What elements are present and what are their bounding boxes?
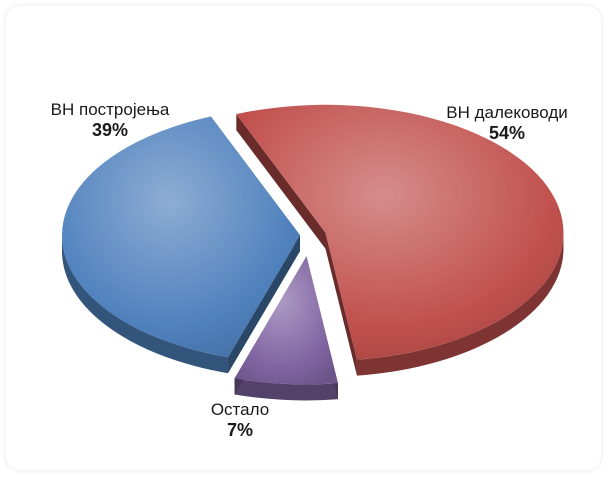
slice-wall-vn-postrojenja-0 [228,235,301,374]
slice-value-vn-postrojenja: 39% [91,120,129,140]
slice-side-ostalo [234,378,338,401]
pie-tops [62,104,564,385]
slice-value-ostalo: 7% [226,420,254,440]
slice-vn-dalekovodi [236,104,564,360]
slice-wall-vn-dalekovodi-0 [236,114,326,249]
slice-label-vn-dalekovodi: ВН далеководи [446,103,568,122]
slice-side-vn-postrojenja [62,235,229,374]
slice-wall-vn-dalekovodi-1 [325,232,357,376]
slice-label-vn-postrojenja: ВН постројења [50,100,170,119]
slice-ostalo [234,256,338,385]
slice-label-ostalo: Остало [210,400,270,419]
slice-side-vn-dalekovodi [356,232,564,376]
slice-vn-postrojenja [62,116,301,358]
slice-value-vn-dalekovodi: 54% [488,123,526,143]
